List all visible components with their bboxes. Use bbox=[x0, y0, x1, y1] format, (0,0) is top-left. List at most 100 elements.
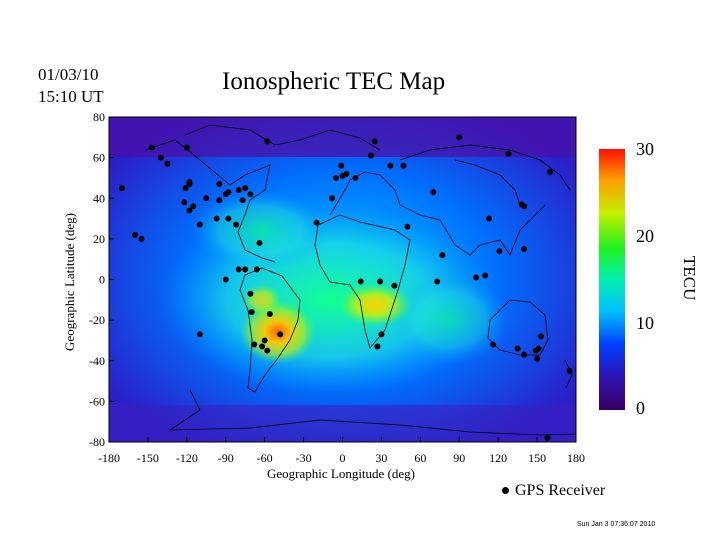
colorbar-tick-label: 30 bbox=[636, 139, 654, 159]
y-axis-label: Geographic Latitude (deg) bbox=[62, 213, 77, 351]
y-tick-label: 0 bbox=[99, 273, 105, 287]
x-tick-label: 180 bbox=[567, 451, 585, 465]
gps-receiver-marker bbox=[239, 197, 246, 204]
gps-receiver-marker bbox=[222, 276, 229, 283]
gps-receiver-marker bbox=[482, 272, 489, 279]
y-tick-label: 80 bbox=[93, 110, 105, 124]
gps-receiver-marker bbox=[374, 343, 381, 350]
gps-receiver-legend-marker bbox=[502, 487, 509, 494]
y-axis-ticks: 80 60 40 20 0 -20 -40 -60 -80 bbox=[89, 110, 114, 449]
gps-receiver-marker bbox=[186, 179, 193, 185]
x-axis-ticks: -180 -150 -120 -90 -60 -30 0 30 60 90 120 150 180 bbox=[98, 437, 585, 465]
gps-receiver-marker bbox=[371, 138, 378, 145]
colorbar-tick-label: 20 bbox=[636, 226, 654, 246]
gps-receiver-marker bbox=[505, 150, 512, 157]
gps-receiver-marker bbox=[247, 290, 254, 297]
gps-receiver-marker bbox=[566, 367, 573, 374]
gps-receiver-marker bbox=[434, 278, 441, 285]
x-tick-label: 60 bbox=[414, 451, 426, 465]
gps-receiver-legend-label: GPS Receiver bbox=[515, 482, 606, 499]
gps-receiver-marker bbox=[235, 187, 242, 194]
x-tick-label: 150 bbox=[528, 451, 546, 465]
gps-receiver-marker bbox=[521, 351, 528, 358]
gps-receiver-marker bbox=[521, 246, 528, 253]
gps-receiver-marker bbox=[186, 207, 193, 214]
gps-receiver-marker bbox=[253, 266, 260, 273]
gps-receiver-marker bbox=[157, 154, 164, 161]
gps-receiver-marker bbox=[534, 355, 541, 362]
coastlines bbox=[144, 124, 576, 436]
gps-receiver-marker bbox=[242, 185, 249, 192]
gps-receiver-marker bbox=[352, 174, 359, 181]
gps-receiver-marker bbox=[264, 138, 271, 145]
gps-receiver-marker bbox=[203, 195, 210, 202]
gps-receiver-marker bbox=[473, 274, 480, 281]
gps-receiver-marker bbox=[486, 215, 493, 222]
gps-receiver-markers bbox=[118, 134, 573, 441]
x-axis-label: Geographic Longitude (deg) bbox=[267, 466, 415, 481]
x-tick-label: -60 bbox=[257, 451, 273, 465]
gps-receiver-marker bbox=[216, 181, 223, 188]
gps-receiver-marker bbox=[404, 223, 411, 230]
gps-receiver-marker bbox=[496, 248, 503, 255]
gps-receiver-marker bbox=[378, 331, 385, 338]
gps-receiver-marker bbox=[489, 341, 496, 348]
gps-receiver-marker bbox=[277, 331, 284, 338]
gps-receiver-marker bbox=[196, 221, 203, 228]
map-time: 15:10 UT bbox=[38, 87, 104, 106]
gps-receiver-marker bbox=[248, 309, 255, 315]
gps-receiver-marker bbox=[251, 341, 258, 348]
x-tick-label: 30 bbox=[375, 451, 387, 465]
gps-receiver-marker bbox=[138, 235, 145, 242]
gps-receiver-marker bbox=[329, 195, 336, 202]
x-tick-label: 0 bbox=[340, 451, 346, 465]
gps-receiver-marker bbox=[343, 170, 350, 177]
colorbar-tick-label: 10 bbox=[636, 313, 654, 333]
y-tick-label: 60 bbox=[93, 151, 105, 165]
gps-receiver-marker bbox=[338, 162, 345, 169]
gps-receiver-marker bbox=[183, 144, 190, 151]
gps-receiver-marker bbox=[233, 221, 240, 228]
gps-receiver-marker bbox=[216, 197, 223, 204]
gps-receiver-marker bbox=[148, 144, 155, 151]
gps-receiver-marker bbox=[368, 152, 375, 159]
gps-receiver-marker bbox=[544, 434, 551, 441]
gps-receiver-marker bbox=[357, 278, 364, 285]
gps-receiver-marker bbox=[547, 168, 554, 175]
gps-receiver-marker bbox=[514, 345, 521, 352]
x-tick-label: 120 bbox=[489, 451, 507, 465]
gps-receiver-marker bbox=[430, 189, 437, 196]
x-tick-label: 90 bbox=[453, 451, 465, 465]
tec-field bbox=[109, 117, 576, 442]
x-tick-label: -150 bbox=[137, 451, 159, 465]
gps-receiver-marker bbox=[242, 266, 249, 273]
gps-receiver-marker bbox=[235, 266, 242, 273]
gps-receiver-marker bbox=[264, 347, 271, 354]
gps-receiver-marker bbox=[225, 189, 232, 196]
gps-receiver-marker bbox=[400, 162, 407, 169]
colorbar-tick-label: 0 bbox=[636, 398, 645, 418]
gps-receiver-marker bbox=[535, 345, 542, 352]
x-tick-label: -120 bbox=[176, 451, 198, 465]
y-tick-label: 40 bbox=[93, 191, 105, 205]
gps-receiver-marker bbox=[164, 160, 171, 167]
generation-timestamp: Sun Jan 3 07:36:07 2010 bbox=[577, 521, 656, 528]
y-tick-label: -20 bbox=[89, 313, 105, 327]
gps-receiver-marker bbox=[333, 174, 340, 181]
gps-receiver-marker bbox=[456, 134, 463, 141]
map-title: Ionospheric TEC Map bbox=[222, 68, 446, 95]
gps-receiver-marker bbox=[182, 185, 189, 192]
gps-receiver-marker bbox=[247, 191, 254, 198]
gps-receiver-marker bbox=[387, 162, 394, 169]
map-date: 01/03/10 bbox=[38, 65, 99, 84]
gps-receiver-marker bbox=[225, 215, 232, 222]
x-tick-label: -180 bbox=[98, 451, 120, 465]
gps-receiver-marker bbox=[196, 331, 203, 338]
gps-receiver-marker bbox=[131, 231, 138, 238]
gps-receiver-marker bbox=[439, 252, 446, 259]
x-tick-label: -90 bbox=[218, 451, 234, 465]
colorbar bbox=[599, 149, 625, 410]
gps-receiver-marker bbox=[313, 219, 320, 226]
y-tick-label: 20 bbox=[93, 232, 105, 246]
